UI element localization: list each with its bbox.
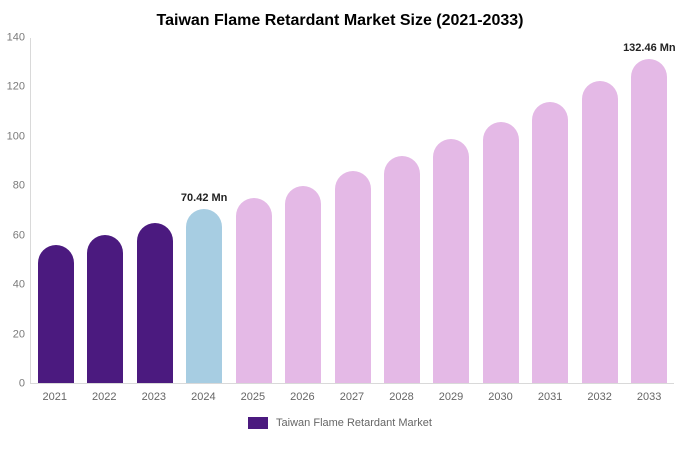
bar-slot [229, 38, 278, 383]
x-axis-label: 2032 [587, 391, 612, 403]
bar-slot: 132.46 Mn [623, 38, 676, 383]
bar-slot: 70.42 Mn [179, 38, 228, 383]
y-tick-label: 140 [6, 31, 25, 44]
bar-2025[interactable] [235, 198, 272, 383]
bar-slot [328, 38, 377, 383]
x-axis-labels: 2021 2022 2023 2024 2025 2026 2027 2028 2029 2030… [30, 384, 680, 403]
bar-2030[interactable] [482, 121, 519, 383]
y-tick-label: 20 [12, 328, 25, 341]
y-tick-label: 0 [18, 377, 25, 390]
bar-2021[interactable] [37, 245, 74, 383]
bar-2026[interactable] [285, 185, 322, 383]
bar-2028[interactable] [384, 156, 421, 383]
x-axis-label: 2033 [636, 391, 662, 403]
bar-slot [377, 38, 426, 383]
bar-slot [476, 38, 525, 383]
legend-label: Taiwan Flame Retardant Market [276, 417, 432, 429]
bar-2029[interactable] [433, 139, 470, 383]
y-axis: 0 20 40 60 80 100 120 140 [0, 32, 30, 389]
x-axis-label: 2025 [240, 391, 266, 403]
chart-area: 0 20 40 60 80 100 120 140 70.42 Mn 132.46 Mn [0, 32, 680, 389]
x-axis-label: 2030 [488, 391, 513, 403]
y-tick-label: 40 [12, 278, 25, 291]
x-axis-label: 2027 [339, 391, 365, 403]
y-tick-label: 60 [12, 229, 25, 242]
bar-slot [427, 38, 476, 383]
legend-swatch [248, 417, 269, 429]
x-axis-label: 2026 [290, 391, 315, 403]
plot-area: 70.42 Mn 132.46 Mn [30, 38, 676, 384]
bar-2032[interactable] [581, 81, 618, 383]
bar-slot [130, 38, 179, 383]
x-axis-label: 2028 [389, 391, 414, 403]
y-tick-label: 120 [6, 80, 25, 93]
bar-slot [278, 38, 327, 383]
bar-slot [526, 38, 575, 383]
bar-2022[interactable] [87, 235, 124, 383]
y-tick-label: 80 [12, 179, 25, 192]
x-axis-label: 2023 [141, 391, 167, 403]
bar-2033[interactable] [631, 58, 668, 383]
x-axis-label: 2029 [438, 391, 464, 403]
bar-value-label: 132.46 Mn [623, 41, 676, 54]
x-axis-label: 2022 [92, 391, 117, 403]
x-axis-label: 2031 [537, 391, 563, 403]
bar-2023[interactable] [136, 222, 173, 383]
bar-slot [80, 38, 129, 383]
legend[interactable]: Taiwan Flame Retardant Market [0, 417, 680, 429]
bar-2024[interactable] [186, 209, 223, 383]
bar-2031[interactable] [532, 102, 569, 383]
x-axis-label: 2021 [42, 391, 67, 403]
bar-value-label: 70.42 Mn [180, 192, 228, 205]
bar-slot [575, 38, 624, 383]
x-axis-label: 2024 [191, 391, 216, 403]
y-tick-label: 100 [6, 130, 25, 143]
bar-2027[interactable] [334, 171, 371, 383]
chart-title: Taiwan Flame Retardant Market Size (2021… [156, 12, 524, 29]
bar-slot [31, 38, 80, 383]
